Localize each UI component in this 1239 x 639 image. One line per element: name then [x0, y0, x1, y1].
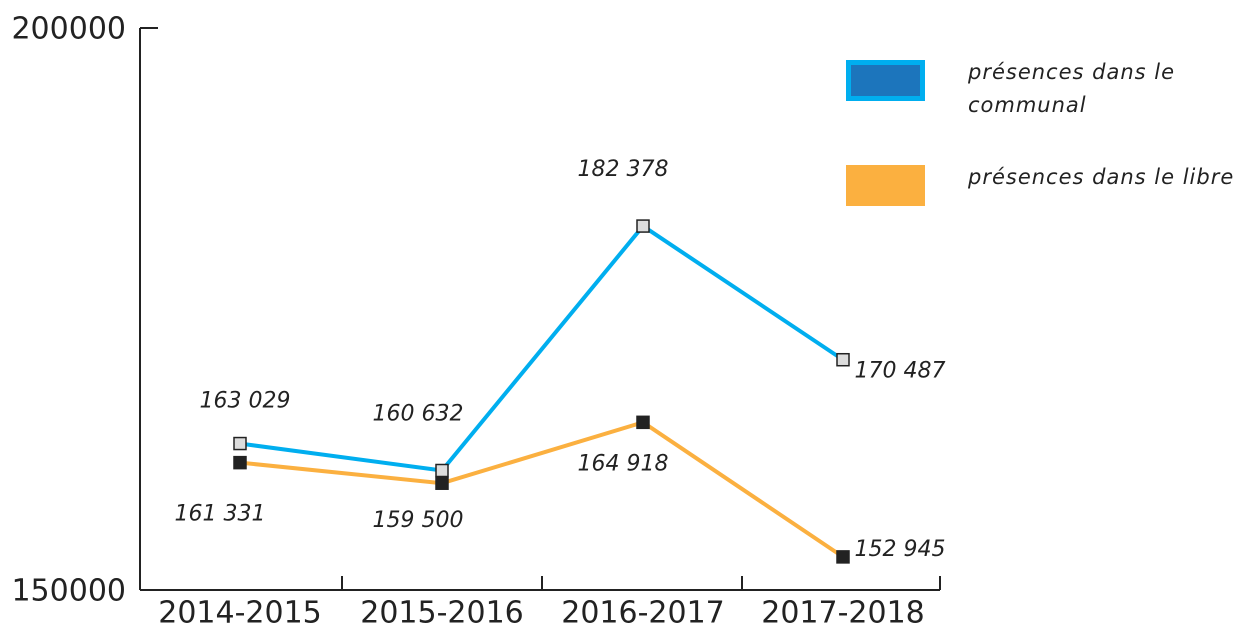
legend-swatch-inner: [851, 65, 920, 96]
point-marker: [636, 219, 650, 233]
y-tick-label: 200000: [11, 12, 126, 47]
value-label: 182 378: [578, 157, 669, 182]
x-tick-label: 2015-2016: [360, 596, 524, 631]
legend-swatch: [846, 165, 925, 206]
value-label: 152 945: [855, 537, 946, 562]
y-tick-label: 150000: [11, 574, 126, 609]
legend-entry: présences dans le communal: [968, 60, 1176, 117]
point-marker: [636, 415, 650, 430]
value-label: 160 632: [373, 401, 464, 426]
legend-label: présences dans le communal: [968, 60, 1176, 117]
value-label: 170 487: [855, 359, 946, 384]
value-label: 161 331: [175, 502, 266, 527]
series-line: [239, 420, 845, 559]
point-marker: [435, 463, 449, 478]
point-marker: [435, 476, 449, 490]
point-marker: [233, 455, 247, 470]
x-tick-label: 2016-2017: [561, 596, 725, 631]
point-marker: [836, 550, 850, 564]
x-tick-label: 2017-2018: [761, 596, 925, 631]
point-marker: [836, 352, 850, 367]
legend-entry: présences dans le libre: [968, 165, 1235, 189]
legend-label: présences dans le libre: [968, 165, 1235, 189]
value-label: 159 500: [373, 508, 464, 533]
value-label: 163 029: [200, 389, 291, 414]
value-label: 164 918: [578, 451, 669, 476]
series-line: [239, 223, 845, 473]
point-marker: [233, 436, 247, 451]
x-tick-label: 2014-2015: [158, 596, 322, 631]
